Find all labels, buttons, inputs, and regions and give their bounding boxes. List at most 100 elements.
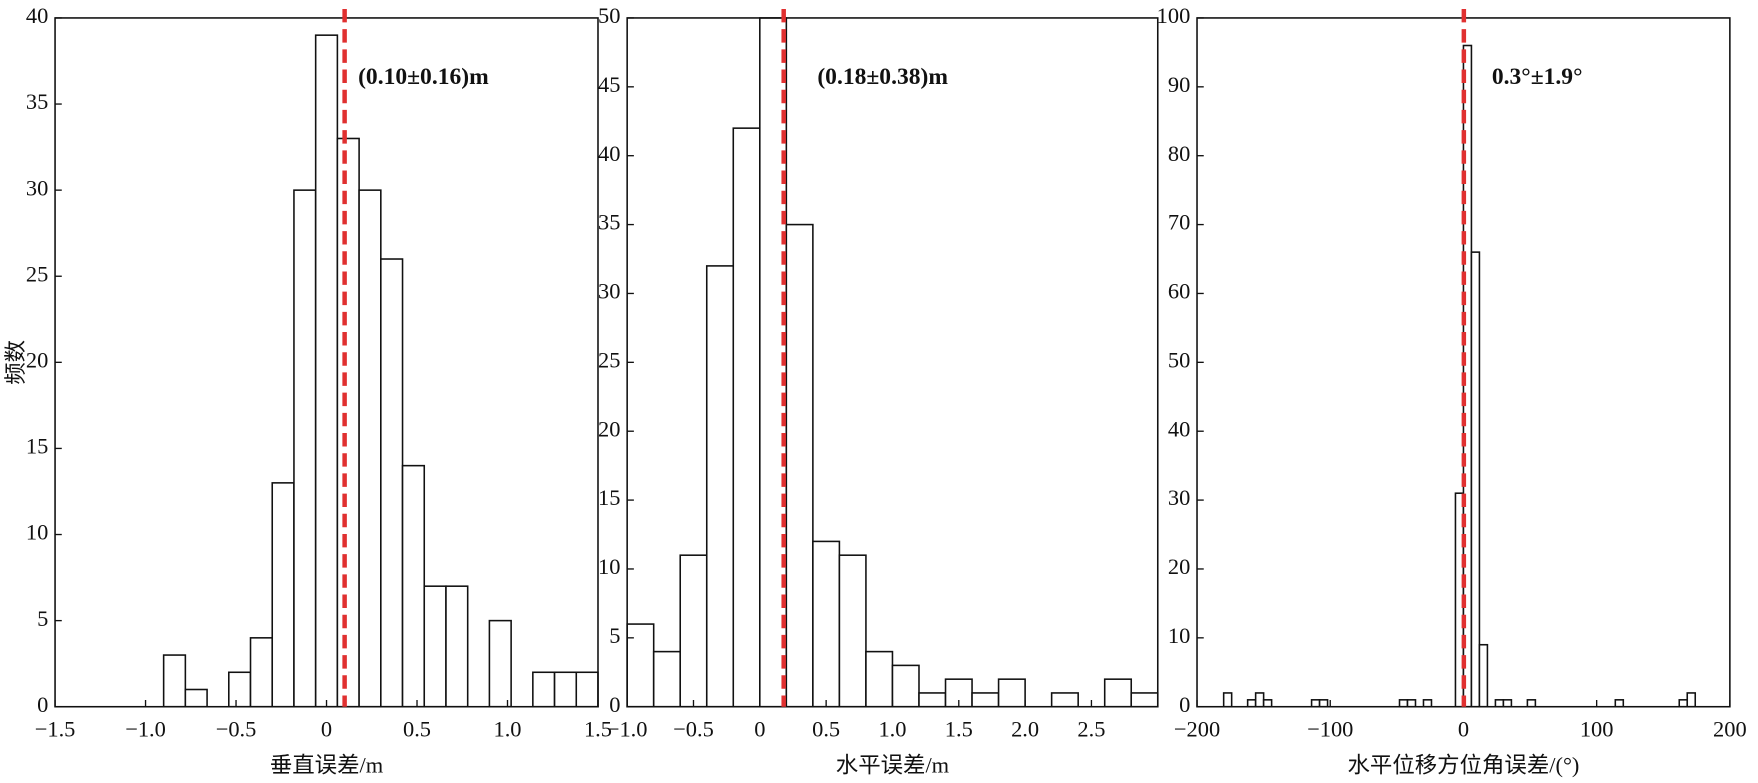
y-tick-label: 15 [598, 485, 620, 510]
bar [918, 692, 947, 708]
bar [401, 464, 426, 708]
bar [380, 258, 404, 708]
bar [184, 688, 208, 708]
x-tick-label: −0.5 [216, 717, 257, 742]
y-tick-label: 10 [598, 554, 620, 579]
x-tick-label: 200 [1713, 717, 1747, 742]
x-tick-label: 2.0 [1011, 717, 1039, 742]
x-tick-label: −1.0 [607, 717, 648, 742]
y-tick-label: 40 [1168, 416, 1190, 441]
bar [891, 664, 920, 708]
annotation: (0.18±0.38)m [817, 64, 948, 90]
y-tick-label: 80 [1168, 141, 1190, 166]
bar [423, 585, 447, 708]
bar [293, 189, 317, 708]
bar [626, 623, 655, 708]
x-tick-label: −1.5 [35, 717, 76, 742]
bar [865, 650, 894, 708]
y-tick-label: 20 [598, 416, 620, 441]
x-tick-label: 1.0 [878, 717, 906, 742]
bar [1686, 692, 1697, 708]
bar [1130, 692, 1159, 708]
bar [971, 692, 1000, 708]
bar [314, 34, 339, 708]
y-tick-label: 10 [26, 520, 48, 545]
x-tick-label: 0 [1458, 717, 1469, 742]
y-tick-label: 15 [26, 434, 48, 459]
x-axis-label: 垂直误差/m [270, 752, 384, 777]
bar [358, 189, 382, 708]
bar [997, 678, 1026, 708]
y-tick-label: 45 [598, 72, 620, 97]
y-tick-label: 70 [1168, 210, 1190, 235]
bar [705, 265, 735, 708]
x-tick-label: 100 [1580, 717, 1614, 742]
bar [445, 585, 469, 708]
y-tick-label: 50 [598, 3, 620, 28]
bar [1310, 699, 1321, 708]
bar [1478, 643, 1489, 708]
x-tick-label: 0.5 [812, 717, 840, 742]
y-tick-label: 0 [37, 692, 48, 717]
x-tick-label: 0 [321, 717, 332, 742]
bar [732, 127, 761, 708]
y-tick-label: 30 [26, 175, 48, 200]
bar [553, 671, 578, 708]
bar [336, 137, 360, 708]
bar [575, 671, 599, 708]
bar [532, 671, 556, 708]
x-axis-label: 水平误差/m [836, 752, 950, 777]
x-tick-label: 1.5 [584, 717, 612, 742]
x-tick-label: −200 [1174, 717, 1220, 742]
y-tick-label: 25 [26, 261, 48, 286]
bar [1254, 692, 1265, 708]
y-tick-label: 0 [1179, 692, 1190, 717]
bar [679, 554, 708, 708]
y-tick-label: 30 [1168, 485, 1190, 510]
x-axis-label: 水平位移方位角误差/(°) [1347, 752, 1579, 777]
bar [1398, 699, 1409, 708]
bar [1406, 699, 1417, 708]
bar [1526, 699, 1537, 708]
bar [1246, 699, 1257, 708]
bar [271, 482, 295, 708]
bar [1502, 699, 1513, 708]
y-tick-label: 5 [609, 623, 620, 648]
bar [249, 637, 274, 708]
y-tick-label: 50 [1168, 347, 1190, 372]
bar [838, 554, 867, 708]
x-tick-label: −0.5 [673, 717, 714, 742]
bar [652, 650, 682, 708]
y-tick-label: 20 [1168, 554, 1190, 579]
annotation: (0.10±0.16)m [358, 64, 489, 90]
bar [1103, 678, 1133, 708]
bar [488, 619, 512, 708]
bar [1422, 699, 1433, 708]
bar [785, 223, 814, 708]
x-tick-label: −100 [1307, 717, 1353, 742]
y-tick-label: 20 [26, 347, 48, 372]
y-tick-label: 100 [1157, 3, 1191, 28]
bar [1678, 699, 1689, 708]
bar [1262, 699, 1273, 708]
x-tick-label: 1.0 [493, 717, 521, 742]
bar [1470, 251, 1481, 708]
bar [1050, 692, 1079, 708]
x-tick-label: 2.5 [1077, 717, 1105, 742]
y-tick-label: 25 [598, 347, 620, 372]
y-tick-label: 40 [598, 141, 620, 166]
bar [1614, 699, 1625, 708]
y-tick-label: 30 [598, 279, 620, 304]
y-tick-label: 35 [26, 89, 48, 114]
bar [162, 654, 187, 708]
x-tick-label: −1.0 [125, 717, 166, 742]
bar [228, 671, 252, 708]
x-tick-label: 0 [754, 717, 765, 742]
bar [1318, 699, 1329, 708]
y-tick-label: 60 [1168, 279, 1190, 304]
y-axis-label: 频数 [3, 340, 28, 385]
bar [812, 540, 841, 708]
bar [1222, 692, 1233, 708]
